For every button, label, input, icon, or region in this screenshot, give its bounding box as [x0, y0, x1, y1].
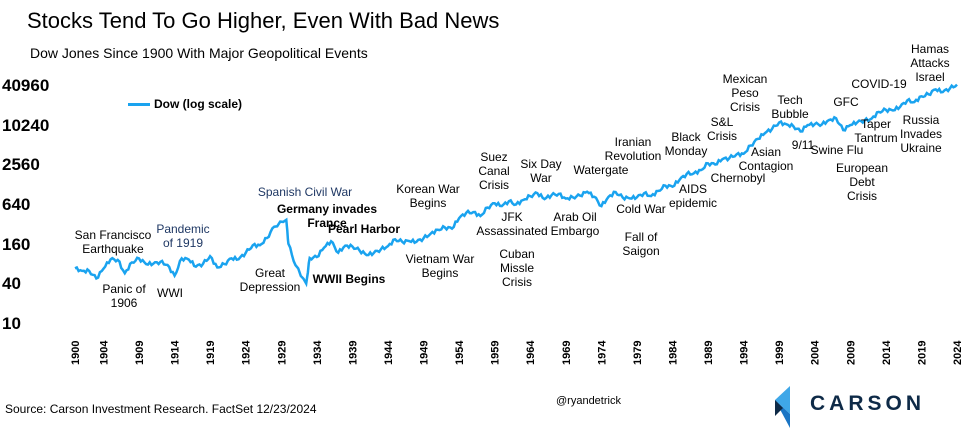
x-tick-label: 2004: [810, 340, 822, 365]
x-tick-label: 1999: [774, 341, 786, 365]
event-annotation: AIDS epidemic: [668, 182, 718, 210]
event-annotation: WWII Begins: [312, 272, 386, 286]
x-tick-label: 1934: [312, 340, 324, 365]
event-annotation: 9/11: [791, 138, 815, 152]
x-tick-label: 1924: [241, 340, 253, 365]
x-tick-label: 1989: [703, 341, 715, 365]
dow-series-line: [74, 83, 958, 288]
event-annotation: Fall of Saigon: [622, 230, 660, 258]
event-annotation: Asian Contagion: [738, 145, 794, 173]
event-annotation: Korean War Begins: [396, 182, 460, 210]
x-tick-label: 1949: [419, 341, 431, 365]
x-tick-label: 1944: [383, 340, 395, 365]
y-tick-label: 2560: [2, 155, 40, 175]
x-tick-label: 1994: [739, 340, 751, 365]
x-tick-label: 1969: [561, 341, 573, 365]
event-annotation: Panic of 1906: [102, 282, 146, 310]
x-tick-label: 2009: [845, 341, 857, 365]
event-annotation: Cuban Missle Crisis: [499, 247, 535, 289]
event-annotation: Russia Invades Ukraine: [899, 113, 943, 155]
x-tick-label: 1974: [596, 340, 608, 365]
y-tick-label: 160: [2, 234, 31, 254]
x-tick-label: 1959: [490, 341, 502, 365]
legend-label: Dow (log scale): [154, 97, 243, 111]
event-annotation: San Francisco Earthquake: [74, 228, 152, 256]
x-tick-label: 1904: [98, 340, 110, 365]
brand-name: CARSON: [810, 392, 926, 415]
chart-title: Stocks Tend To Go Higher, Even With Bad …: [27, 8, 500, 33]
event-annotation: Mexican Peso Crisis: [722, 72, 768, 114]
event-annotation: Cold War: [616, 202, 666, 216]
x-tick-label: 1939: [347, 341, 359, 365]
event-annotation: Great Depression: [239, 266, 301, 294]
event-annotation: Pearl Harbor: [327, 222, 401, 236]
chart-subtitle: Dow Jones Since 1900 With Major Geopolit…: [30, 45, 368, 61]
legend-swatch: [128, 102, 150, 106]
event-annotation: Watergate: [573, 163, 629, 177]
event-annotation: COVID-19: [851, 77, 907, 91]
x-tick-label: 1954: [454, 340, 466, 365]
x-tick-label: 1909: [134, 341, 146, 365]
event-annotation: Taper Tantrum: [854, 117, 898, 145]
x-tick-label: 1984: [667, 340, 679, 365]
source-note: Source: Carson Investment Research. Fact…: [5, 402, 317, 416]
event-annotation: Swine Flu: [810, 143, 864, 157]
event-annotation: GFC: [833, 95, 859, 109]
event-annotation: WWI: [157, 286, 183, 300]
x-tick-label: 1929: [276, 341, 288, 365]
event-annotation: Tech Bubble: [771, 93, 809, 121]
event-annotation: Chernobyl: [710, 171, 766, 185]
y-tick-label: 10240: [2, 115, 50, 135]
y-tick-label: 10: [2, 314, 21, 333]
y-tick-label: 40: [2, 274, 21, 294]
event-annotation: European Debt Crisis: [835, 161, 889, 203]
event-annotation: Six Day War: [520, 157, 562, 185]
event-annotation: Iranian Revolution: [604, 135, 662, 163]
x-tick-label: 1979: [632, 341, 644, 365]
x-tick-label: 2014: [881, 340, 893, 365]
x-tick-label: 1919: [205, 341, 217, 365]
x-tick-label: 2019: [916, 341, 928, 365]
event-annotation: Arab Oil Embargo: [550, 210, 600, 238]
event-annotation: Spanish Civil War: [257, 185, 353, 199]
event-annotation: Pandemic of 1919: [156, 222, 210, 250]
author-handle: @ryandetrick: [556, 395, 621, 407]
x-tick-label: 1914: [170, 340, 182, 365]
x-tick-label: 1964: [525, 340, 537, 365]
event-annotation: Black Monday: [664, 130, 708, 158]
event-annotation: Suez Canal Crisis: [478, 150, 510, 192]
event-annotation: S&L Crisis: [707, 115, 737, 143]
y-tick-label: 40960: [2, 76, 50, 95]
event-annotation: Vietnam War Begins: [405, 252, 475, 280]
y-tick-label: 640: [2, 195, 31, 214]
event-annotation: JFK Assassinated: [476, 210, 548, 238]
event-annotation: Hamas Attacks Israel: [910, 42, 950, 84]
x-tick-label: 2024: [952, 340, 964, 365]
x-tick-label: 1900: [70, 341, 82, 365]
event-annotation: Germany invades France: [276, 202, 378, 230]
legend: Dow (log scale): [128, 97, 242, 111]
